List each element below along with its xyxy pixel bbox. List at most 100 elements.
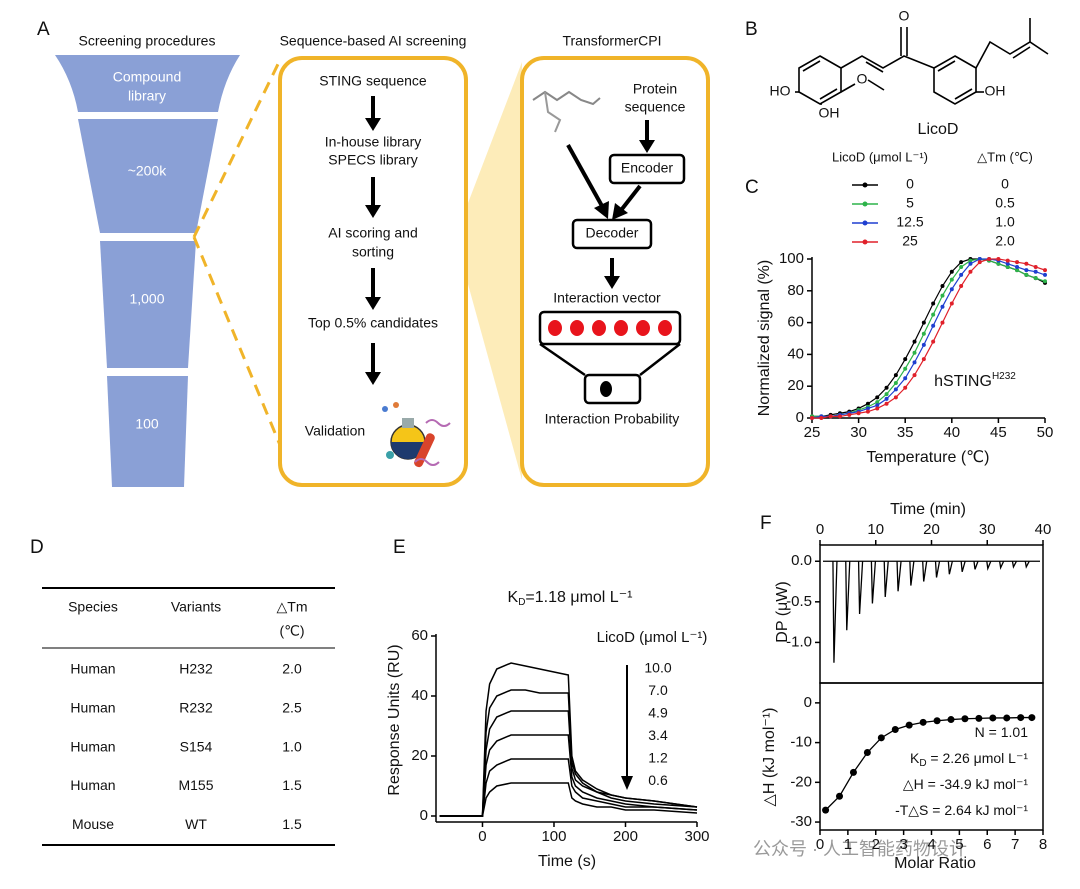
annotation: hSTINGH232 (934, 371, 1016, 391)
y-tick-label: 60 (787, 314, 804, 331)
annotation: -T△S = 2.64 kJ mol⁻¹ (895, 802, 1028, 818)
panel-label: A (37, 19, 50, 40)
data-point (977, 260, 982, 265)
legend-value: 1.0 (995, 214, 1015, 230)
annotation-text: = 2.26 μmol L⁻¹ (927, 750, 1029, 766)
data-point (847, 412, 852, 417)
data-point (903, 376, 908, 381)
annotation-text: △H = -34.9 kJ mol⁻¹ (903, 776, 1028, 792)
data-point (875, 403, 880, 408)
model-text: Interaction vector (553, 290, 661, 306)
table-cell: Human (70, 738, 115, 754)
x-tick-label: 6 (983, 836, 991, 853)
annotation-text: =1.18 μmol L⁻¹ (525, 589, 632, 606)
legend-swatch (862, 239, 868, 245)
data-point (931, 312, 936, 317)
annotation: KD=1.18 μmol L⁻¹ (508, 589, 633, 607)
x-tick-label: 300 (684, 828, 709, 845)
data-point (933, 717, 941, 725)
data-point (849, 768, 857, 776)
y-tick-label: 0.0 (791, 552, 812, 569)
data-point (940, 320, 945, 325)
data-point (975, 714, 983, 722)
injection-peak (1024, 560, 1030, 569)
box-title: Sequence-based AI screening (280, 33, 467, 49)
injection-peak (960, 561, 966, 572)
x-tick-label: 25 (804, 424, 821, 441)
concentration-arrow (621, 776, 633, 790)
y-tick-label: 0 (796, 409, 804, 426)
y-tick-label: 20 (787, 377, 804, 394)
table-cell: M155 (178, 777, 213, 793)
x-tick-label: 0 (478, 828, 486, 845)
step: STING sequence (319, 73, 427, 89)
data-point (1015, 268, 1020, 273)
injection-peak (973, 561, 979, 570)
data-point (905, 721, 913, 729)
table-cell: S154 (180, 738, 213, 754)
data-point (1043, 279, 1047, 284)
watermark: 公众号 · 人工智能药物设计 (753, 839, 967, 859)
zoom-line (192, 236, 282, 446)
model-arrows (566, 120, 655, 289)
data-point (884, 396, 889, 401)
x-axis-label: Time (s) (538, 853, 596, 870)
x-tick-label: 45 (990, 424, 1007, 441)
funnel-text: 1,000 (129, 291, 164, 307)
data-point (875, 406, 880, 411)
data-point (828, 414, 833, 419)
funnel-text: 100 (135, 416, 159, 432)
funnel-lines (539, 342, 681, 377)
y-tick-label: -1.0 (786, 633, 812, 650)
series-line (812, 258, 1046, 419)
data-point (863, 749, 871, 757)
data-point (1043, 268, 1047, 273)
plot-frame (819, 544, 1044, 684)
x-tick-label: 30 (850, 424, 867, 441)
funnel-level (78, 119, 218, 233)
data-point (912, 350, 917, 355)
table-cell: R232 (179, 700, 213, 716)
atom: OH (985, 83, 1006, 99)
data-point (947, 716, 955, 724)
table-cell: 2.0 (282, 661, 302, 677)
table-cell: Human (70, 700, 115, 716)
model-text: Decoder (586, 225, 639, 241)
data-point (968, 258, 973, 263)
annotation-sup: H232 (992, 371, 1016, 382)
annotation-text: hSTING (934, 373, 992, 390)
legend-label: 4.9 (648, 705, 668, 721)
annotation: KD = 2.26 μmol L⁻¹ (910, 750, 1028, 769)
table-cell: 2.5 (282, 700, 302, 716)
data-point (884, 401, 889, 406)
legend-label: 5 (906, 195, 914, 211)
injection-peak (922, 561, 928, 582)
funnel-title: Screening procedures (79, 33, 216, 49)
model-text: Protein (633, 81, 677, 97)
atom: OH (819, 105, 840, 121)
data-point (949, 301, 954, 306)
validation-icon (382, 402, 451, 468)
data-point (893, 381, 898, 386)
data-point (903, 357, 908, 362)
table-cell: 1.0 (282, 738, 302, 754)
y-tick-label: -20 (790, 773, 812, 790)
x-tick-label: 7 (1011, 836, 1019, 853)
data-point (919, 718, 927, 726)
funnel-text: Compound (113, 69, 182, 85)
data-point (875, 400, 880, 405)
funnel-level (100, 241, 196, 368)
zoom-line (192, 59, 282, 238)
data-point (921, 331, 926, 336)
legend-value: 0 (1001, 176, 1009, 192)
panel-label: B (745, 19, 758, 40)
annotation-text: K (508, 589, 519, 606)
injection-peak (857, 561, 864, 615)
legend-swatch (862, 182, 868, 188)
vector-box (538, 310, 682, 346)
data-point (996, 261, 1001, 266)
series-line (439, 782, 698, 817)
data-point (819, 416, 824, 420)
y-tick-label: 0 (804, 694, 812, 711)
